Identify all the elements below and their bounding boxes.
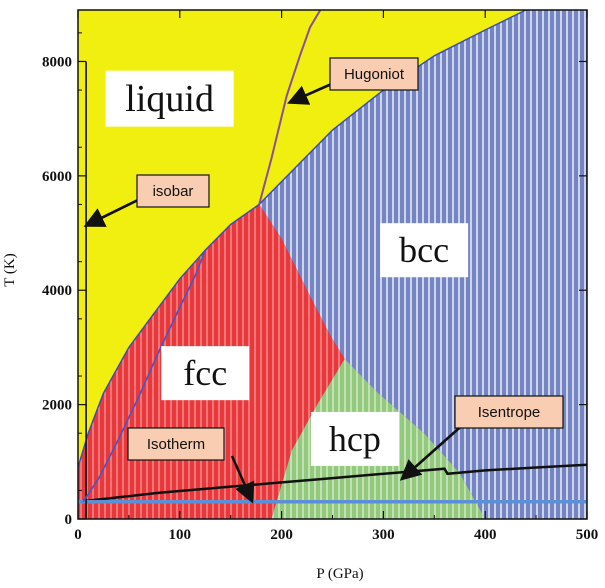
x-tick-label: 400 bbox=[474, 527, 497, 543]
x-tick-label: 500 bbox=[576, 527, 599, 543]
axes-layer: 0 100 200 300 400 500 0 2000 4000 6000 8000 bbox=[42, 10, 598, 543]
phase-label-box bbox=[161, 346, 250, 401]
callout-arrow bbox=[399, 421, 467, 481]
callouts: Hugoniot isobar Isentrope Isotherm bbox=[83, 57, 564, 504]
phase-label-box bbox=[105, 70, 234, 127]
phase-label-text: bcc bbox=[399, 230, 449, 270]
y-tick-label: 2000 bbox=[42, 398, 72, 414]
callout-text: isobar bbox=[153, 183, 194, 200]
series-curve-4 bbox=[82, 249, 207, 503]
x-tick-label: 200 bbox=[270, 527, 293, 543]
callout-arrow bbox=[230, 455, 255, 504]
phase-label-hcp: hcp bbox=[310, 411, 399, 466]
phase-label-box bbox=[310, 411, 399, 466]
phase-label-text: liquid bbox=[125, 78, 214, 120]
phase-label-text: hcp bbox=[329, 419, 381, 459]
phase-label-liquid: liquid bbox=[105, 70, 234, 127]
callout-text: Isotherm bbox=[147, 436, 205, 453]
liquid-region bbox=[78, 10, 526, 519]
y-tick-label: 8000 bbox=[42, 54, 72, 70]
callout-arrow bbox=[83, 196, 143, 227]
x-axis-title: P (GPa) bbox=[316, 566, 363, 582]
y-axis-title: T (K) bbox=[2, 253, 18, 286]
y-tick-label: 6000 bbox=[42, 169, 72, 185]
series-isentrope-line bbox=[78, 463, 587, 504]
series-layer bbox=[78, 10, 587, 519]
phase-label-fcc: fcc bbox=[161, 346, 250, 401]
series-hugoniot-line bbox=[258, 10, 322, 205]
x-tick-label: 0 bbox=[74, 527, 82, 543]
phase-label-text: fcc bbox=[183, 353, 227, 393]
callout-isotherm: Isotherm bbox=[127, 427, 255, 504]
x-tick-label: 100 bbox=[169, 527, 192, 543]
callout-text: Hugoniot bbox=[344, 66, 405, 83]
callout-hugoniot: Hugoniot bbox=[287, 57, 419, 105]
callout-isentrope: Isentrope bbox=[399, 395, 564, 481]
callout-arrow bbox=[287, 80, 337, 105]
callout-box bbox=[454, 395, 564, 429]
y-tick-label: 4000 bbox=[42, 283, 72, 299]
callout-box bbox=[127, 427, 225, 461]
callout-box bbox=[329, 57, 419, 91]
y-tick-label: 0 bbox=[65, 512, 73, 528]
callout-isobar: isobar bbox=[83, 174, 210, 227]
x-tick-label: 300 bbox=[372, 527, 395, 543]
callout-text: Isentrope bbox=[478, 404, 541, 421]
phase-labels: liquid fcc bcc hcp bbox=[105, 70, 469, 466]
phase-label-box bbox=[380, 223, 469, 278]
phase-label-bcc: bcc bbox=[380, 223, 469, 278]
callout-box bbox=[136, 174, 210, 208]
